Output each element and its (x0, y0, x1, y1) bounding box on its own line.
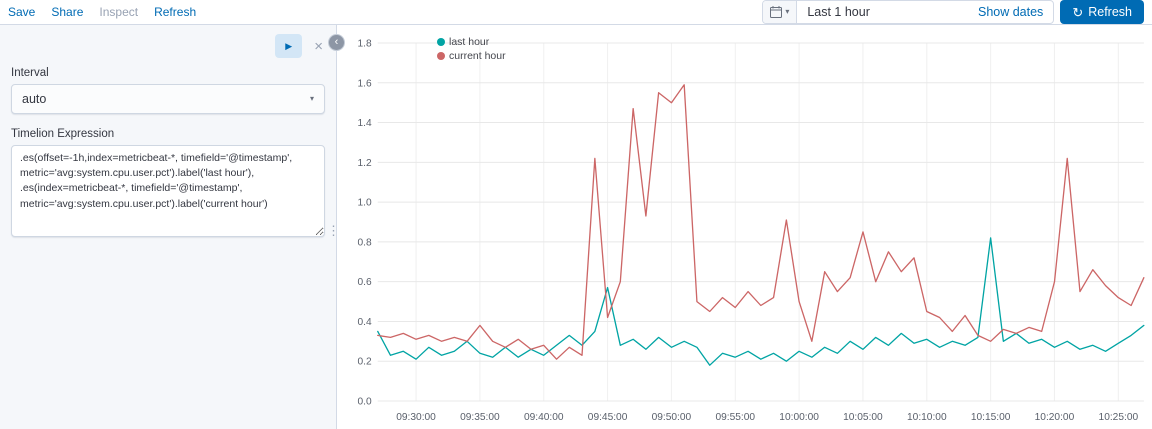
interval-label: Interval (11, 67, 49, 79)
close-icon[interactable]: × (314, 37, 323, 55)
save-button[interactable]: Save (8, 5, 36, 19)
x-axis-tick-label: 10:10:00 (907, 412, 947, 423)
date-picker: ▾ Last 1 hour Show dates (762, 0, 1055, 24)
x-axis-tick-label: 09:50:00 (652, 412, 692, 423)
timelion-chart[interactable]: 09:30:00 09:35:00 09:40:00 09:45:00 09:50:00… (337, 25, 1152, 429)
top-menu-bar: Save Share Inspect Refresh ▾ Last 1 hour… (0, 0, 1152, 25)
play-icon: ▶ (285, 40, 293, 51)
chart-legend: last hour current hour (437, 35, 506, 63)
interval-select[interactable]: auto ▾ (11, 84, 325, 114)
time-controls: ▾ Last 1 hour Show dates ↻ Refresh (762, 0, 1144, 24)
panel-resize-handle[interactable]: ⋮ (327, 223, 340, 238)
y-axis-tick-label: 0.2 (357, 357, 372, 368)
inspect-button[interactable]: Inspect (99, 5, 139, 19)
legend-label: last hour (449, 36, 490, 48)
y-axis-tick-label: 1.4 (357, 118, 372, 129)
x-axis-tick-label: 09:45:00 (588, 412, 628, 423)
y-axis-tick-label: 1.2 (357, 158, 372, 169)
x-axis-tick-label: 10:25:00 (1099, 412, 1139, 423)
legend-item[interactable]: current hour (437, 49, 506, 63)
x-axis-tick-label: 10:20:00 (1035, 412, 1075, 423)
share-button[interactable]: Share (51, 5, 84, 19)
refresh-button-label: Refresh (1088, 5, 1132, 19)
legend-item[interactable]: last hour (437, 35, 506, 49)
y-axis-tick-label: 1.0 (357, 198, 372, 209)
main-content: ▶ × Interval auto ▾ Timelion Expression … (0, 25, 1152, 429)
refresh-button[interactable]: ↻ Refresh (1060, 0, 1144, 24)
y-axis-tick-label: 1.8 (357, 39, 372, 50)
x-axis-tick-label: 10:15:00 (971, 412, 1011, 423)
y-axis-tick-label: 0.6 (357, 277, 372, 288)
x-axis-tick-label: 09:35:00 (460, 412, 500, 423)
interval-value: auto (22, 92, 47, 106)
panel-actions: ▶ × (11, 33, 325, 59)
calendar-icon (770, 6, 783, 18)
time-range-display[interactable]: Last 1 hour (807, 5, 870, 19)
y-axis-tick-label: 1.6 (357, 78, 372, 89)
expression-label: Timelion Expression (11, 128, 115, 140)
series-line-last-hour (377, 237, 1145, 366)
top-nav: Save Share Inspect Refresh (8, 5, 196, 19)
x-axis-tick-label: 09:55:00 (715, 412, 755, 423)
quick-select-button[interactable]: ▾ (763, 1, 798, 23)
legend-dot (437, 38, 445, 47)
x-axis-tick-label: 09:30:00 (396, 412, 436, 423)
chart-area: last hour current hour 09:30:00 09:35:00 09… (337, 25, 1152, 429)
refresh-nav-button[interactable]: Refresh (154, 5, 197, 19)
x-axis-tick-label: 10:00:00 (779, 412, 819, 423)
chevron-left-icon: ‹ (334, 36, 339, 48)
timelion-editor-panel: ▶ × Interval auto ▾ Timelion Expression … (0, 25, 345, 429)
legend-label: current hour (449, 50, 506, 63)
chevron-down-icon: ▾ (785, 7, 790, 16)
x-axis-tick-label: 09:40:00 (524, 412, 564, 423)
legend-dot (437, 52, 445, 61)
collapse-panel-button[interactable]: ‹ (328, 34, 345, 51)
timelion-expression-input[interactable]: .es(offset=-1h,index=metricbeat-*, timef… (11, 145, 325, 237)
x-axis-tick-label: 10:05:00 (843, 412, 883, 423)
y-axis-tick-label: 0.0 (357, 397, 372, 408)
show-dates-button[interactable]: Show dates (977, 5, 1044, 19)
chevron-down-icon: ▾ (309, 94, 314, 103)
refresh-icon: ↻ (1072, 4, 1084, 20)
run-expression-button[interactable]: ▶ (275, 34, 303, 58)
y-axis-tick-label: 0.4 (357, 317, 372, 328)
series-line-current-hour (377, 84, 1145, 360)
y-axis-tick-label: 0.8 (357, 237, 372, 248)
